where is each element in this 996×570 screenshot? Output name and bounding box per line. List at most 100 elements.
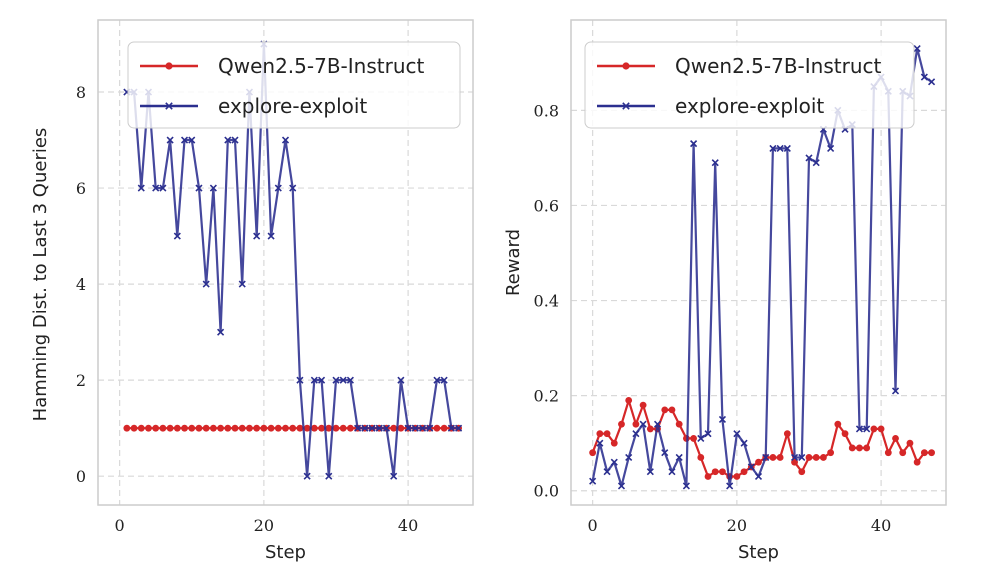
data-point [368,424,376,432]
data-point [202,280,210,288]
data-point [625,453,633,462]
y-tick-label: 6 [76,179,86,198]
data-point [805,454,813,461]
data-point [209,424,217,432]
data-point [137,424,145,432]
data-point [863,425,871,433]
data-point [260,424,268,432]
left-chart-x-label: Step [265,542,306,563]
data-point [596,430,604,438]
legend-marker [622,62,630,70]
data-point [173,424,181,432]
data-point [325,424,333,432]
data-point [704,473,712,480]
data-point [603,430,611,438]
data-point [625,396,633,404]
data-point [339,376,347,384]
data-point [733,473,741,480]
data-point [130,424,138,432]
data-point [920,449,928,457]
data-point [610,439,618,447]
data-point [123,424,131,432]
data-point [397,424,405,432]
y-tick-label: 0.2 [534,387,559,406]
data-point [892,435,899,442]
data-point [848,444,856,452]
data-point [618,420,625,428]
data-point [711,159,719,167]
legend-marker [165,102,173,110]
right-legend-label-qwen: Qwen2.5-7B-Instruct [675,54,881,78]
data-point [267,232,275,240]
left-chart-x-ticks: 0 20 40 [115,516,419,535]
data-point [790,453,799,462]
data-point [769,144,777,152]
data-point [855,425,864,433]
data-point [668,406,676,414]
data-point [596,439,604,447]
right-chart-y-ticks: 0.0 0.2 0.4 0.6 0.8 [534,101,559,500]
y-tick-label: 0.8 [534,101,559,120]
data-point [719,468,726,476]
data-point [920,73,928,81]
data-point [346,376,354,384]
left-chart-frame [97,19,474,506]
data-point [202,424,210,432]
data-point [390,424,398,432]
data-point [318,424,325,432]
data-point [339,424,347,432]
left-legend-label-explore-exploit: explore-exploit [218,94,367,118]
data-point [776,144,784,152]
data-point [274,184,282,192]
right-chart-legend: Qwen2.5-7B-Instruct explore-exploit [584,41,915,129]
data-point [747,463,755,471]
data-point [159,184,167,192]
data-point [159,424,167,432]
data-point [181,424,188,432]
data-point [754,472,763,481]
data-point [718,415,727,423]
data-point [166,136,174,144]
right-chart-panel: 0 20 40 0.0 0.2 0.4 0.6 0.8 Step Reward Qwen2.… [503,19,947,563]
data-point [137,184,145,192]
data-point [913,44,921,53]
y-tick-label: 0.0 [534,482,559,501]
x-tick-label: 0 [115,516,125,535]
data-point [675,420,683,428]
data-point [740,439,748,447]
data-point [783,430,791,438]
left-legend-key-explore-exploit [140,102,198,110]
data-point [231,136,239,144]
data-point [282,424,289,432]
data-point [906,439,914,447]
data-point [841,430,849,438]
data-point [783,144,791,152]
data-point [690,435,697,442]
data-point [238,280,246,288]
data-point [740,468,748,476]
data-point [589,477,597,485]
data-point [603,468,611,476]
data-point [798,453,806,462]
data-point [180,136,189,144]
data-point [296,424,304,432]
data-point [188,424,196,432]
data-point [704,430,712,438]
data-point [332,424,340,432]
data-point [281,136,290,144]
data-point [827,449,835,457]
y-tick-label: 8 [76,83,86,102]
y-tick-label: 0.4 [534,292,559,311]
data-point [661,449,669,457]
data-point [711,468,719,476]
data-point [682,482,690,490]
data-point [646,425,654,433]
data-point [776,454,784,461]
right-legend-key-explore-exploit [597,102,655,110]
data-point [354,424,362,432]
data-point [173,232,181,240]
data-point [440,376,448,384]
data-point [332,376,340,384]
data-point [617,482,626,490]
